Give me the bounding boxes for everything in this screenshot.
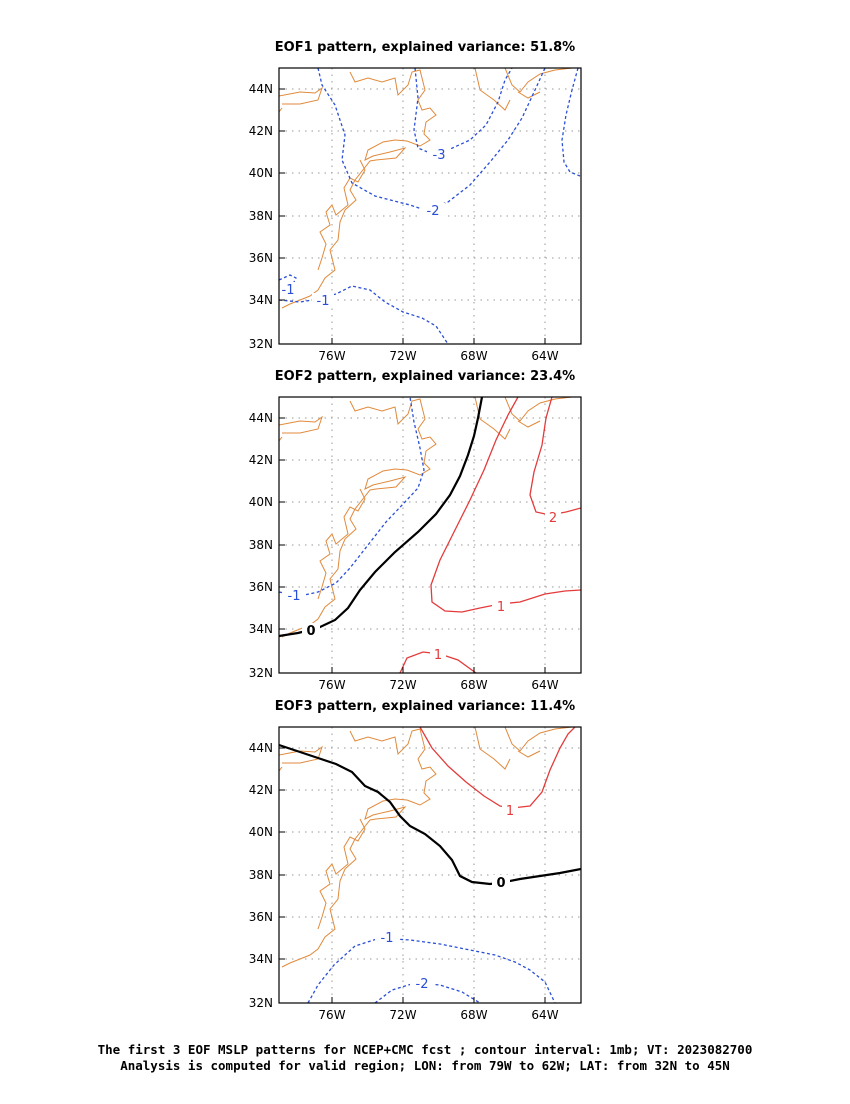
eof1-frame — [278, 67, 582, 345]
eof3-positive-contours — [419, 727, 576, 809]
lat-label: 44N — [249, 82, 273, 96]
eof2-negative-contours — [279, 397, 425, 597]
lon-label: 72W — [389, 678, 416, 692]
eof3-zero-contour — [279, 743, 581, 886]
eof3-lat-labels: 44N 42N 40N 38N 36N 34N 32N — [249, 741, 273, 1010]
eof2-coastline — [279, 397, 573, 638]
lon-label: 72W — [389, 349, 416, 363]
contour-label: -2 — [427, 204, 440, 219]
eof2-zero-contour — [279, 397, 484, 638]
eof3-title: EOF3 pattern, explained variance: 11.4% — [275, 699, 575, 714]
eof3-panel: EOF3 pattern, explained variance: 11.4% — [249, 699, 582, 1022]
lat-label: 38N — [249, 209, 273, 223]
eof1-coastline — [279, 68, 573, 309]
eof2-lon-labels: 76W 72W 68W 64W — [318, 678, 558, 692]
lon-label: 68W — [460, 1008, 487, 1022]
lat-label: 42N — [249, 783, 273, 797]
eof2-panel: EOF2 pattern, explained variance: 23.4% — [249, 369, 582, 692]
contour-label: -3 — [433, 148, 446, 163]
eof3-coastline — [279, 727, 573, 968]
eof1-contour-labels: -3 -2 -1 -1 — [279, 147, 451, 309]
eof2-axis-ticks — [279, 417, 546, 673]
lon-label: 68W — [460, 678, 487, 692]
lat-label: 36N — [249, 910, 273, 924]
contour-label: 0 — [496, 876, 505, 891]
eof3-lon-labels: 76W 72W 68W 64W — [318, 1008, 558, 1022]
eof1-axis-ticks — [279, 88, 546, 344]
lon-label: 76W — [318, 1008, 345, 1022]
contour-label: 2 — [549, 511, 557, 526]
eof1-lon-labels: 76W 72W 68W 64W — [318, 349, 558, 363]
eof2-contour-labels: 0 -1 1 2 1 — [282, 510, 561, 663]
lat-label: 34N — [249, 293, 273, 307]
eof3-frame — [278, 726, 582, 1004]
contour-label: -1 — [317, 294, 330, 309]
contour-label: -1 — [282, 283, 295, 298]
lat-label: 34N — [249, 952, 273, 966]
lat-label: 42N — [249, 124, 273, 138]
contour-label: -1 — [288, 589, 301, 604]
eof2-title: EOF2 pattern, explained variance: 23.4% — [275, 369, 575, 384]
eof2-lat-labels: 44N 42N 40N 38N 36N 34N 32N — [249, 411, 273, 680]
eof3-gridlines — [279, 727, 581, 1003]
eof2-gridlines — [279, 397, 581, 673]
lat-label: 40N — [249, 166, 273, 180]
lon-label: 72W — [389, 1008, 416, 1022]
contour-label: 0 — [306, 624, 315, 639]
caption-line-2: Analysis is computed for valid region; L… — [120, 1058, 730, 1073]
lon-label: 64W — [531, 1008, 558, 1022]
lat-label: 32N — [249, 996, 273, 1010]
lat-label: 36N — [249, 251, 273, 265]
eof1-lat-labels: 44N 42N 40N 38N 36N 34N 32N — [249, 82, 273, 351]
lat-label: 38N — [249, 538, 273, 552]
lat-label: 40N — [249, 825, 273, 839]
eof2-positive-contours — [399, 397, 581, 673]
lon-label: 64W — [531, 349, 558, 363]
contour-label: -1 — [381, 931, 394, 946]
lat-label: 44N — [249, 411, 273, 425]
lat-label: 32N — [249, 337, 273, 351]
eof2-frame — [278, 396, 582, 674]
caption-line-1: The first 3 EOF MSLP patterns for NCEP+C… — [97, 1042, 753, 1057]
lat-label: 42N — [249, 453, 273, 467]
lon-label: 64W — [531, 678, 558, 692]
lon-label: 68W — [460, 349, 487, 363]
eof1-panel: EOF1 pattern, explained variance: 51.8% — [249, 40, 582, 363]
eof1-title: EOF1 pattern, explained variance: 51.8% — [275, 40, 575, 55]
lat-label: 38N — [249, 868, 273, 882]
contour-label: 1 — [506, 804, 514, 819]
lat-label: 34N — [249, 622, 273, 636]
lat-label: 40N — [249, 495, 273, 509]
lon-label: 76W — [318, 678, 345, 692]
lat-label: 44N — [249, 741, 273, 755]
contour-label: 1 — [434, 648, 442, 663]
eof3-axis-ticks — [279, 747, 546, 1003]
contour-label: 1 — [497, 600, 505, 615]
eof3-negative-contours — [307, 937, 556, 1003]
lat-label: 36N — [249, 580, 273, 594]
eof3-contour-labels: 0 1 -1 -2 — [375, 803, 518, 992]
lat-label: 32N — [249, 666, 273, 680]
figure-caption: The first 3 EOF MSLP patterns for NCEP+C… — [0, 1042, 850, 1074]
lon-label: 76W — [318, 349, 345, 363]
contour-label: -2 — [416, 977, 429, 992]
